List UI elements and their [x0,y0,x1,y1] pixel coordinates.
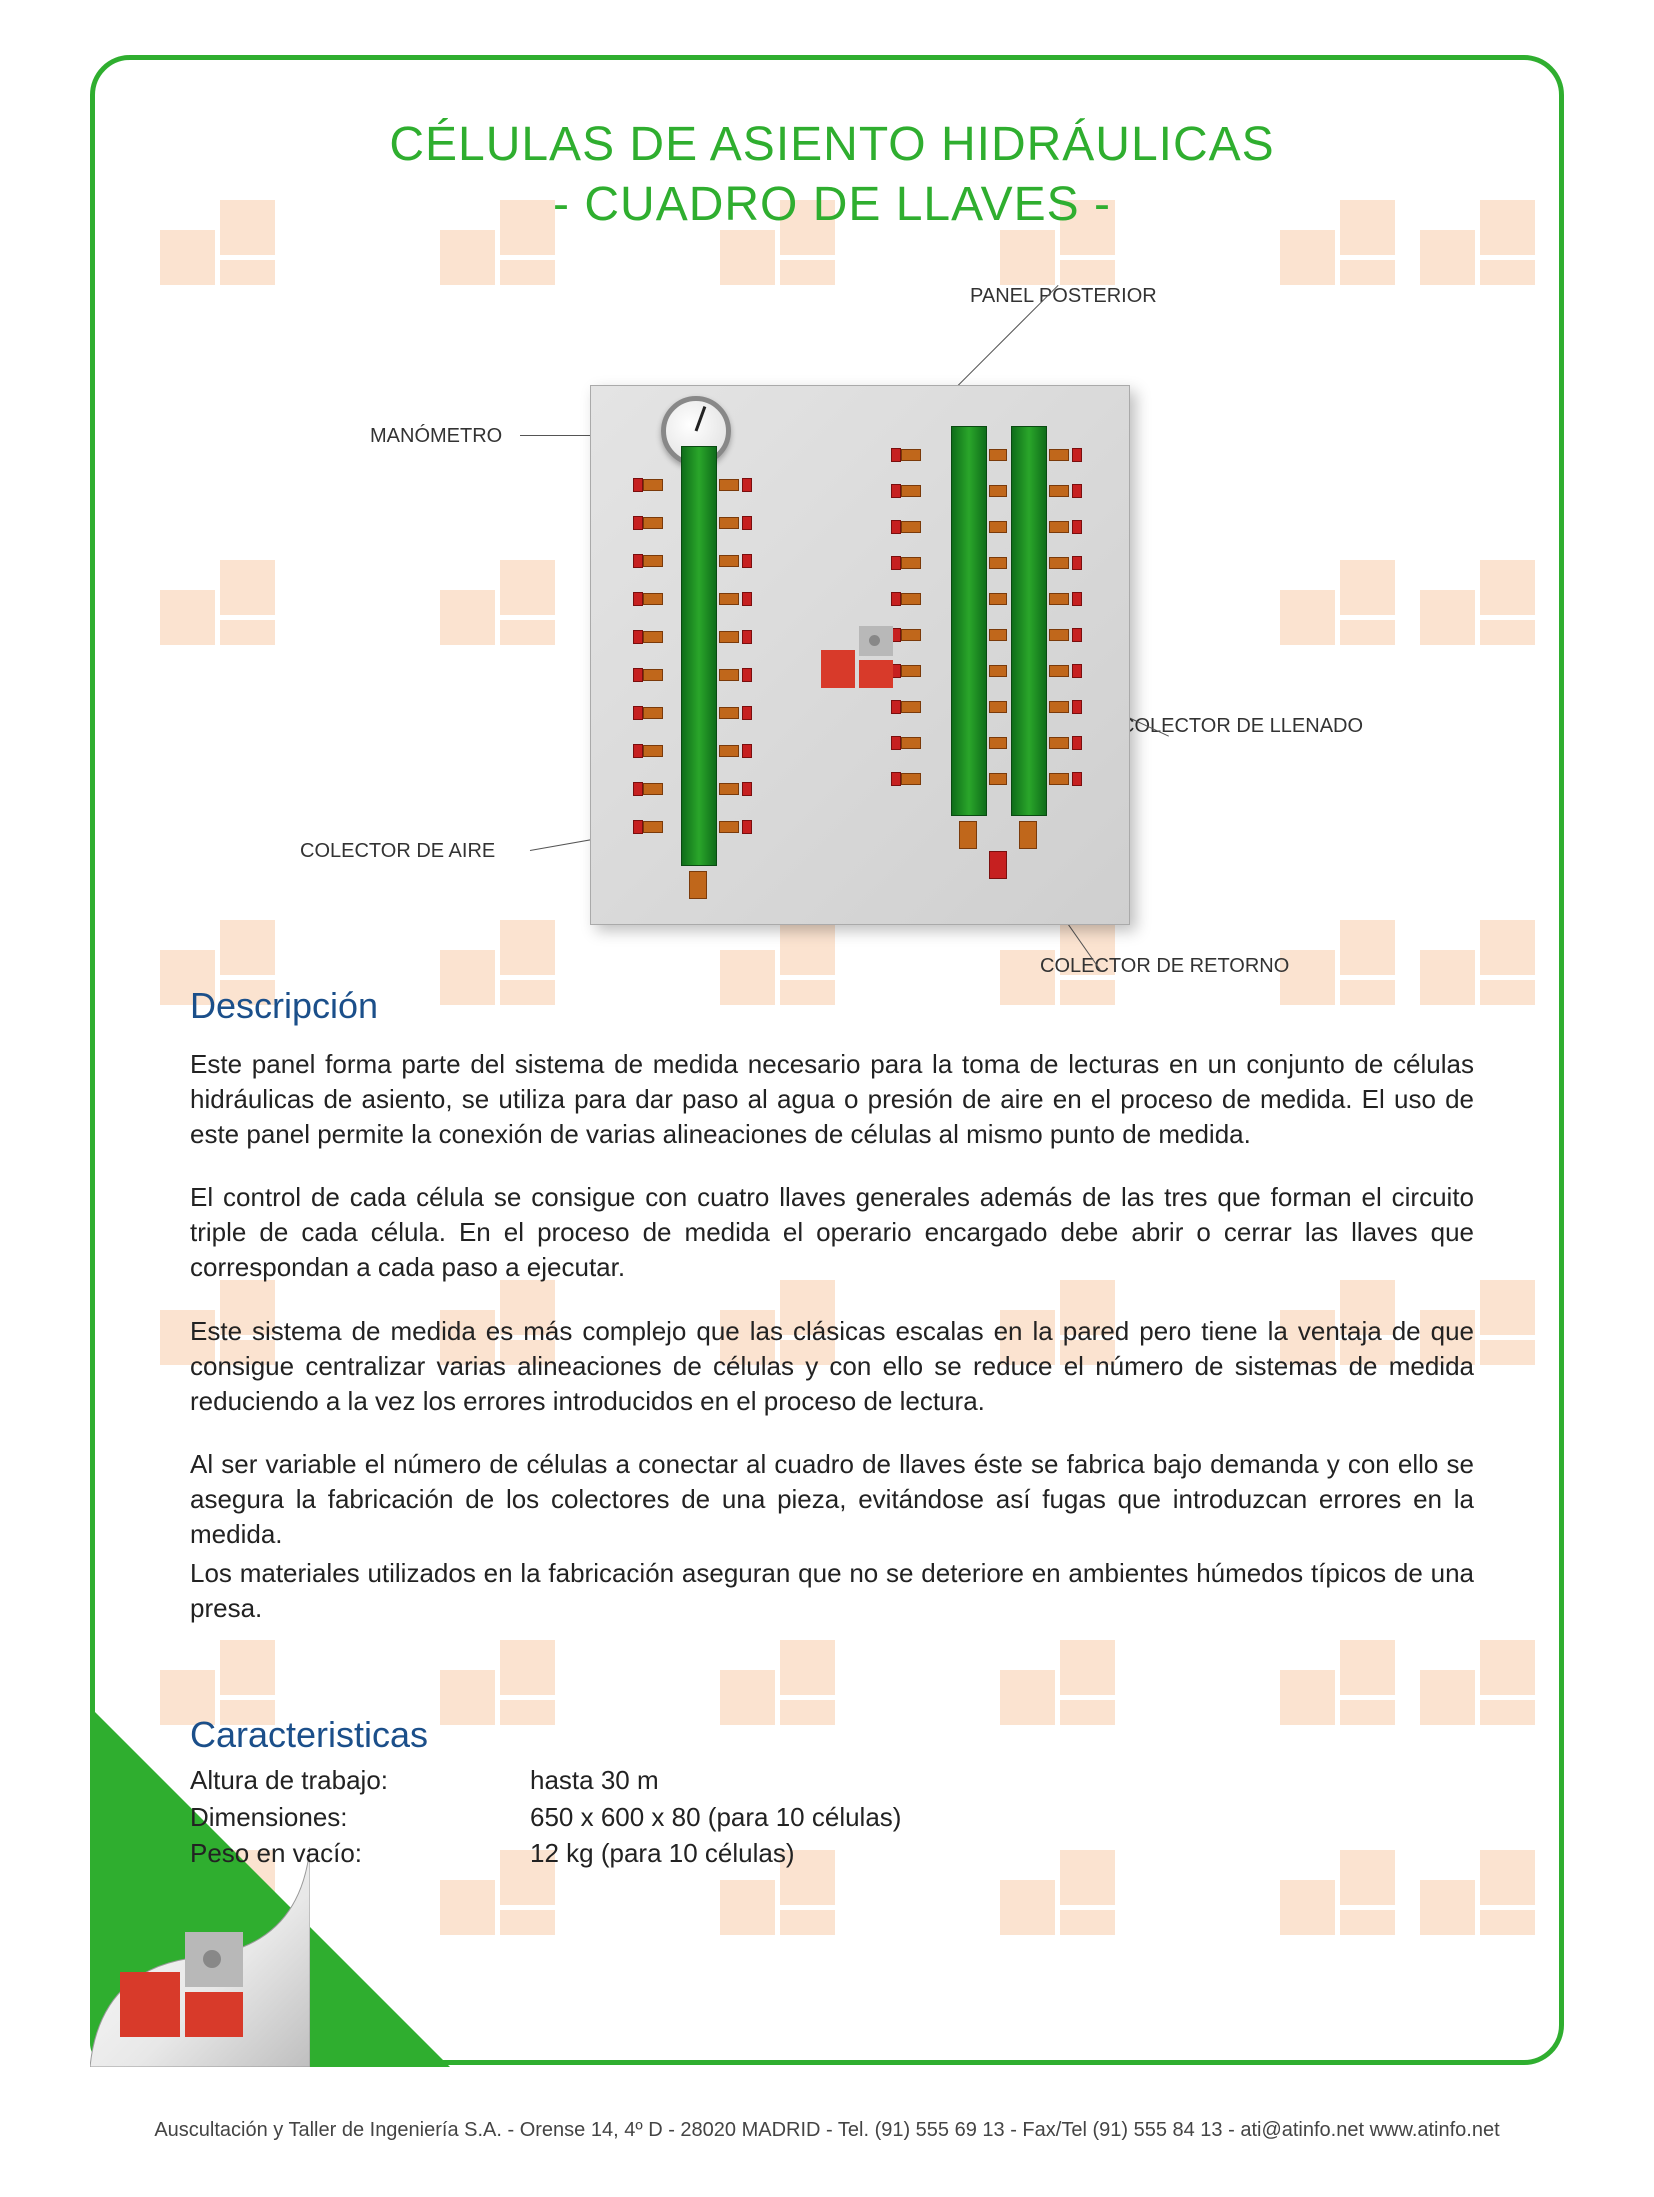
valve-row [989,554,1010,568]
fill-manifold [951,426,987,816]
panel-logo-icon [821,626,901,690]
valve-row [719,476,752,490]
document-title: CÉLULAS DE ASIENTO HIDRÁULICAS - CUADRO … [190,115,1474,235]
valve-row [633,628,666,642]
valve-row [1049,482,1082,496]
char-label: Dimensiones: [190,1799,530,1835]
title-line-2: - CUADRO DE LLAVES - [190,175,1474,235]
heading-descripcion: Descripción [190,985,1474,1027]
valve-row [989,770,1010,784]
valve-row [989,590,1010,604]
char-value: 12 kg (para 10 células) [530,1835,794,1871]
valve-row [891,698,924,712]
valve-row [989,662,1010,676]
heading-caracteristicas: Caracteristicas [190,1714,1474,1756]
valve-row [719,666,752,680]
valve-row [891,518,924,532]
descripcion-p5: Los materiales utilizados en la fabricac… [190,1556,1474,1626]
valve-row [719,552,752,566]
valve-row [633,666,666,680]
char-row: Peso en vacío: 12 kg (para 10 células) [190,1835,1474,1871]
valve-row [633,704,666,718]
valve-row [633,742,666,756]
valve-row [719,704,752,718]
descripcion-p4: Al ser variable el número de células a c… [190,1447,1474,1552]
datasheet-page: CÉLULAS DE ASIENTO HIDRÁULICAS - CUADRO … [0,0,1654,2197]
valve-row [719,514,752,528]
valve-row [1049,770,1082,784]
drain-valve [689,871,707,899]
label-colector-aire: COLECTOR DE AIRE [300,840,495,863]
valve-row [633,818,666,832]
label-panel-posterior: PANEL POSTERIOR [970,285,1157,308]
valve-row [891,554,924,568]
valve-row [719,780,752,794]
return-manifold [1011,426,1047,816]
char-value: 650 x 600 x 80 (para 10 células) [530,1799,901,1835]
valve-row [633,514,666,528]
product-diagram: PANEL POSTERIOR MANÓMETRO COLECTOR DE AI… [190,255,1474,955]
back-panel [590,385,1130,925]
valve-row [989,518,1010,532]
drain-valve [989,851,1007,879]
valve-row [891,734,924,748]
char-value: hasta 30 m [530,1762,659,1798]
valve-row [719,818,752,832]
valve-row [1049,590,1082,604]
valve-row [1049,554,1082,568]
valve-row [989,626,1010,640]
valve-row [1049,698,1082,712]
valve-row [719,628,752,642]
valve-row [633,552,666,566]
drain-valve [1019,821,1037,849]
footer-text: Auscultación y Taller de Ingeniería S.A.… [0,2119,1654,2142]
valve-row [1049,626,1082,640]
valve-row [719,742,752,756]
char-row: Dimensiones: 650 x 600 x 80 (para 10 cél… [190,1799,1474,1835]
char-label: Altura de trabajo: [190,1762,530,1798]
valve-row [1049,518,1082,532]
valve-row [1049,446,1082,460]
valve-row [719,590,752,604]
valve-row [633,590,666,604]
valve-row [633,476,666,490]
valve-row [633,780,666,794]
valve-row [989,698,1010,712]
valve-row [1049,662,1082,676]
char-label: Peso en vacío: [190,1835,530,1871]
drain-valve [959,821,977,849]
label-manometro: MANÓMETRO [370,425,502,448]
label-colector-retorno: COLECTOR DE RETORNO [1040,955,1289,978]
title-line-1: CÉLULAS DE ASIENTO HIDRÁULICAS [190,115,1474,175]
content-area: CÉLULAS DE ASIENTO HIDRÁULICAS - CUADRO … [90,55,1564,2065]
valve-row [989,446,1010,460]
valve-row [891,482,924,496]
air-manifold [681,446,717,866]
descripcion-p3: Este sistema de medida es más complejo q… [190,1314,1474,1419]
label-colector-llenado: COLECTOR DE LLENADO [1120,715,1363,738]
valve-row [1049,734,1082,748]
descripcion-p2: El control de cada célula se consigue co… [190,1180,1474,1285]
valve-row [989,482,1010,496]
valve-row [989,734,1010,748]
valve-row [891,446,924,460]
valve-row [891,770,924,784]
valve-row [891,590,924,604]
char-row: Altura de trabajo: hasta 30 m [190,1762,1474,1798]
descripcion-p1: Este panel forma parte del sistema de me… [190,1047,1474,1152]
